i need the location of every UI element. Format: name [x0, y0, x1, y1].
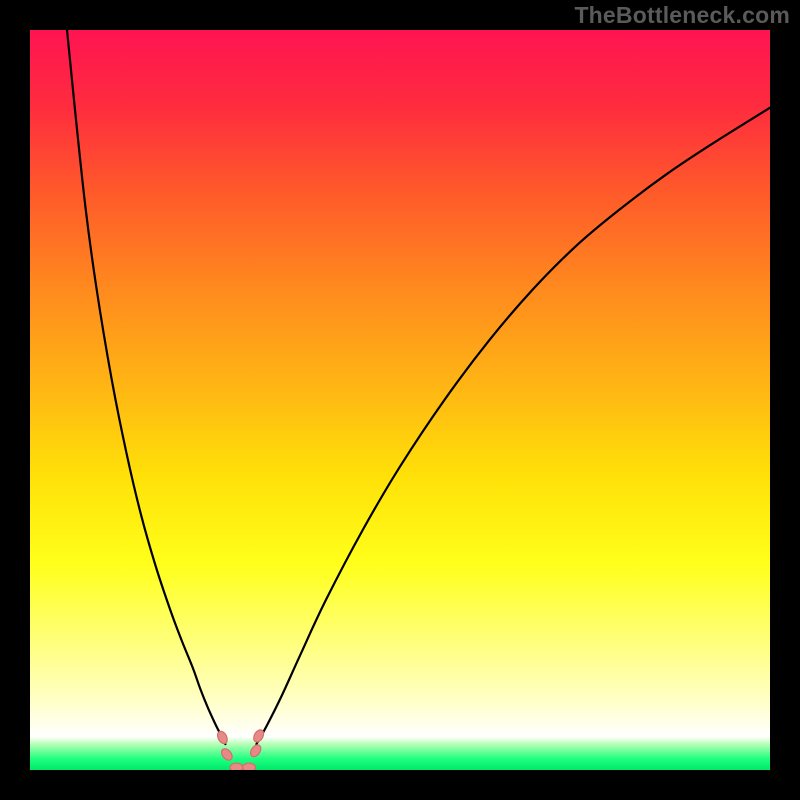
bottleneck-chart: [30, 30, 770, 770]
chart-frame: TheBottleneck.com: [0, 0, 800, 800]
data-marker: [243, 763, 256, 770]
gradient-background: [30, 30, 770, 770]
watermark-text: TheBottleneck.com: [574, 2, 790, 29]
plot-area: [30, 30, 770, 770]
data-marker: [230, 763, 243, 770]
